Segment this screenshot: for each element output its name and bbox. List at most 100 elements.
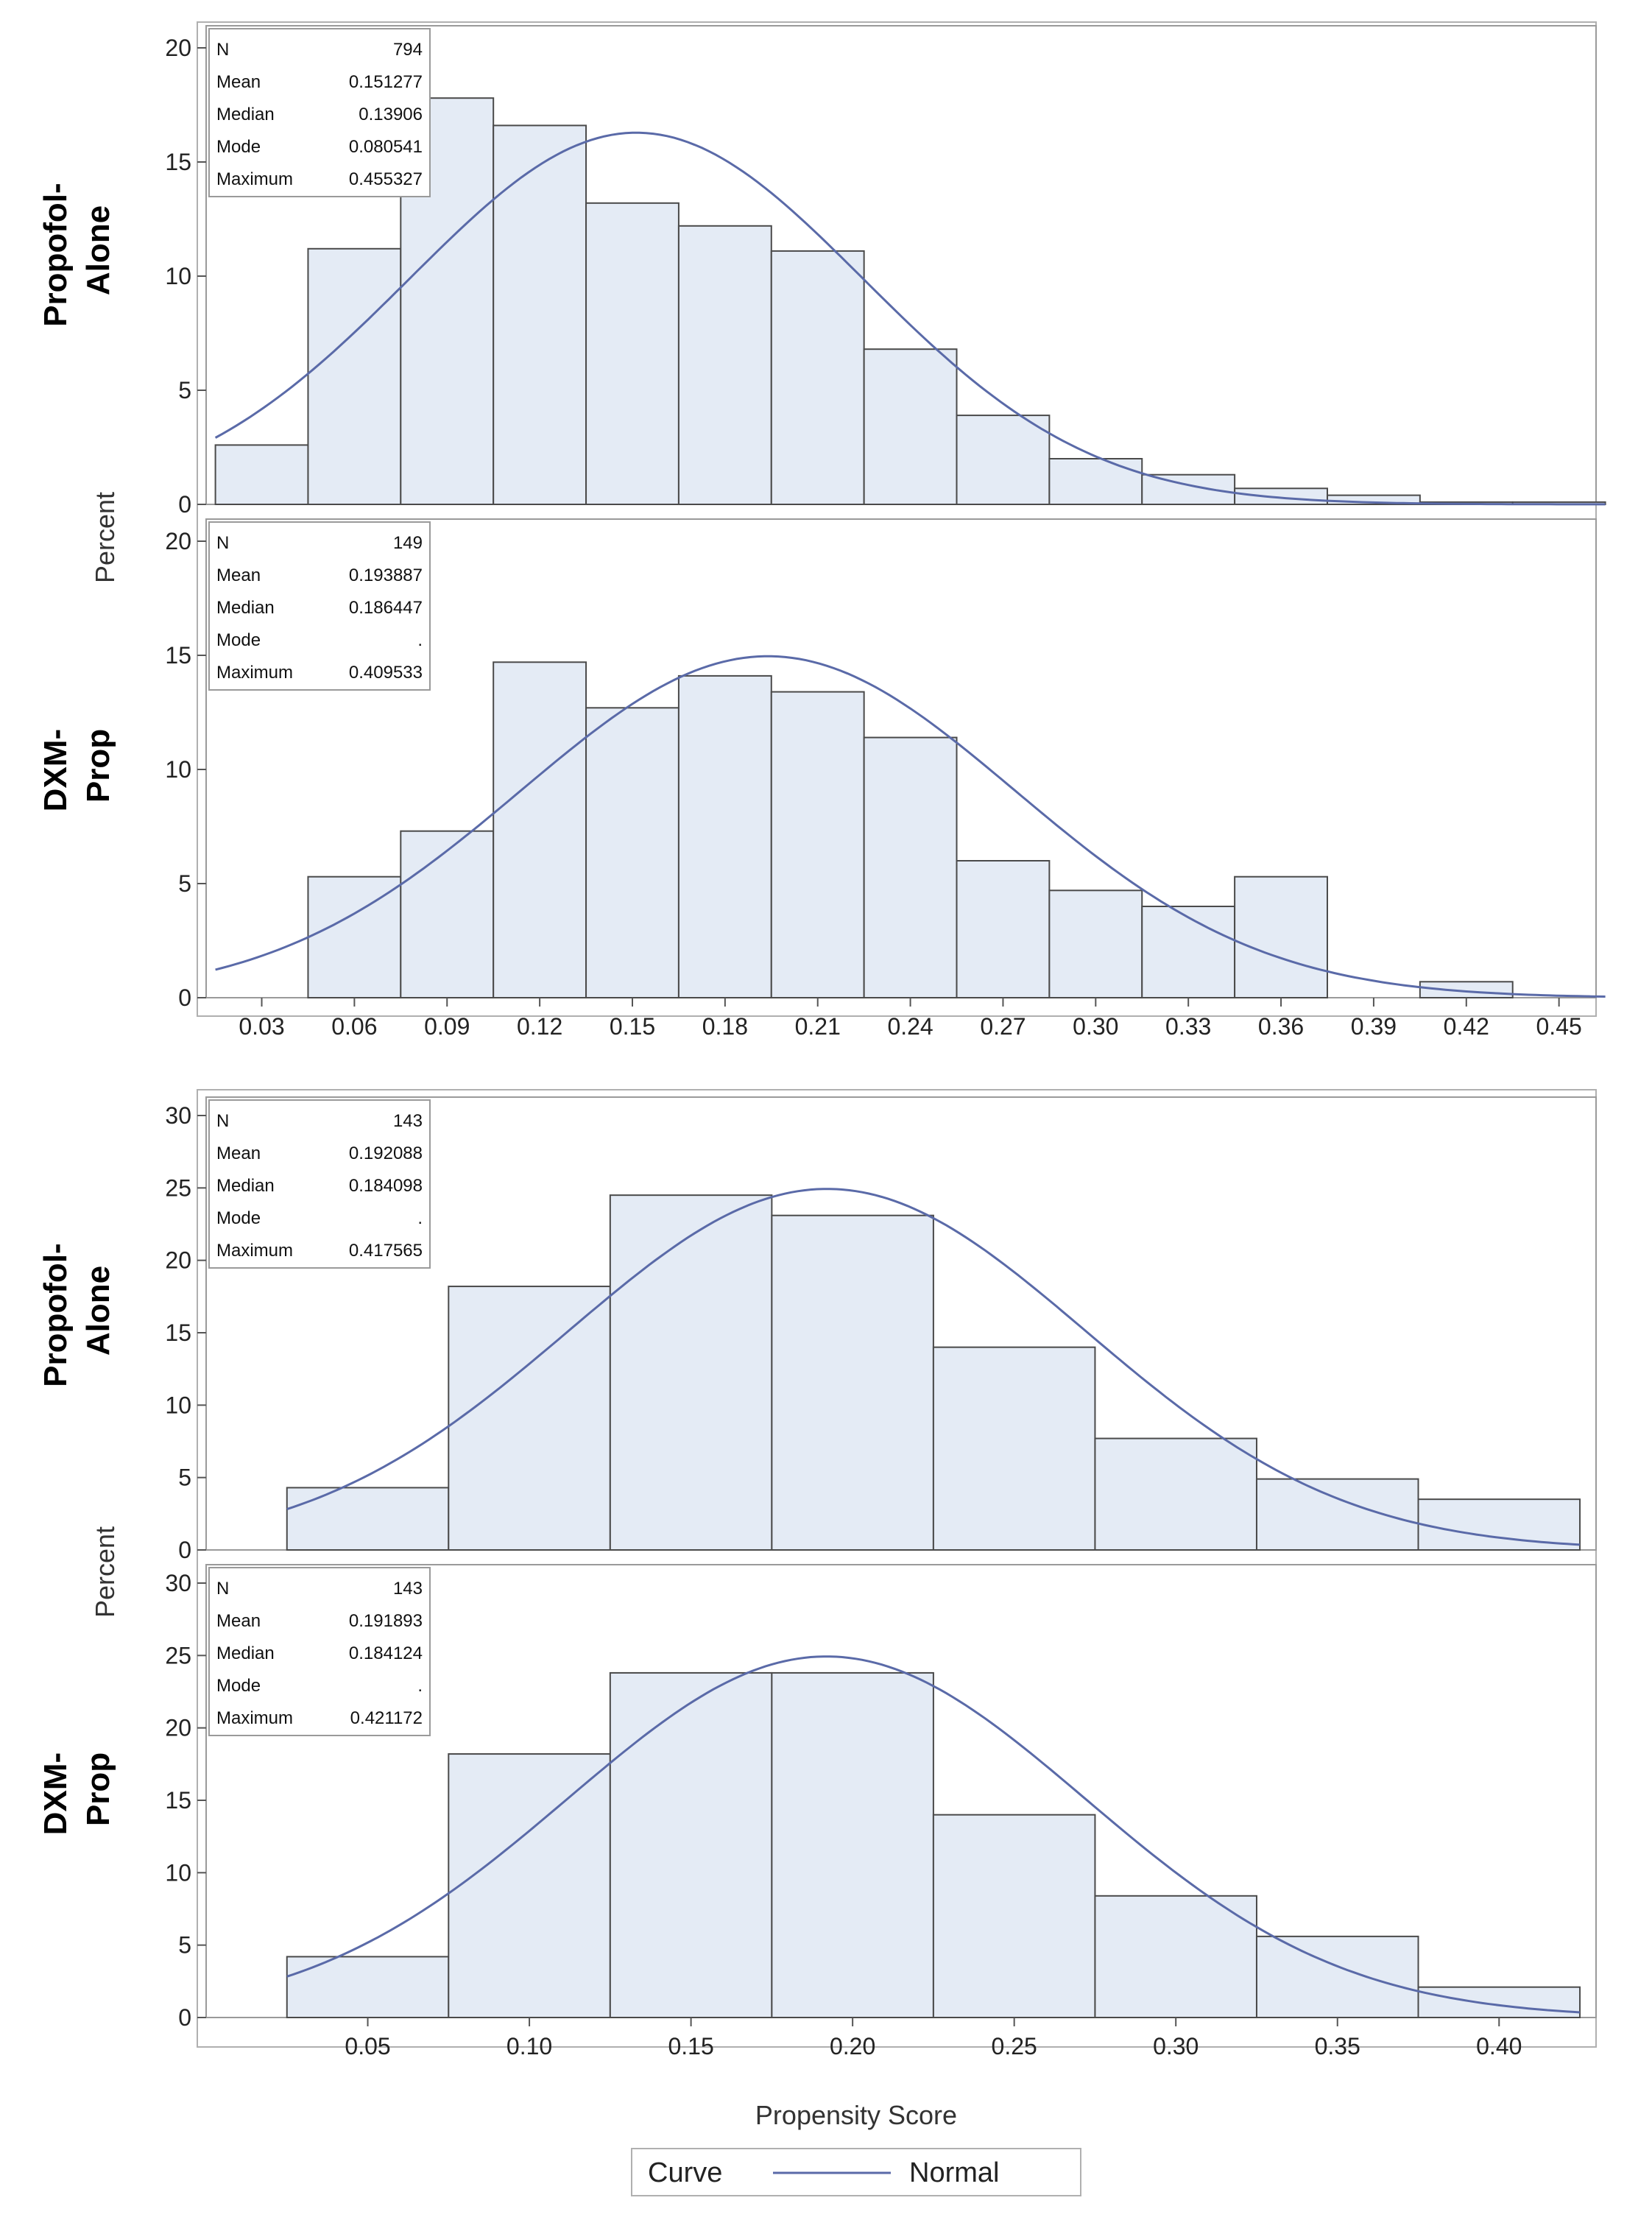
stats-label: Maximum (216, 1241, 293, 1261)
x-tick-label: 0.05 (345, 2033, 390, 2059)
stats-label: N (216, 1579, 229, 1599)
histogram-bar (770, 250, 865, 505)
y-tick-label: 15 (165, 1787, 191, 1814)
y-tick-label: 15 (165, 149, 191, 175)
histogram-bar (1255, 1935, 1419, 2019)
histogram-bar (1255, 1478, 1419, 1551)
stats-label: Mean (216, 565, 261, 585)
stats-label: Median (216, 1643, 275, 1663)
stats-value: 0.421172 (350, 1708, 423, 1728)
stats-value: . (417, 1676, 423, 1696)
stats-label: N (216, 533, 229, 553)
y-tick-label: 0 (178, 1537, 191, 1563)
x-axis-title: Propensity Score (755, 2100, 957, 2130)
stats-label: Maximum (216, 169, 293, 189)
stats-value: 143 (393, 1579, 423, 1599)
histogram-bar (448, 1286, 611, 1551)
stats-value: 0.184098 (349, 1176, 423, 1196)
stats-label: Mean (216, 72, 261, 92)
x-tick-label: 0.33 (1165, 1013, 1211, 1040)
x-tick-label: 0.15 (668, 2033, 713, 2059)
x-tick-label: 0.21 (795, 1013, 841, 1040)
y-tick-label: 15 (165, 1319, 191, 1346)
panel-4: 0 5 10 15 20 25 30 N 143 Mean 0.191893 Median 0.1841… (165, 1564, 1597, 2059)
stats-value: 0.193887 (349, 565, 423, 585)
stats-value: 794 (393, 40, 423, 60)
histogram-bar (609, 1194, 773, 1551)
stats-value: 0.13906 (359, 105, 423, 124)
stats-value: 0.151277 (349, 72, 423, 92)
y-tick-label: 15 (165, 642, 191, 669)
histogram-bar (1048, 889, 1143, 999)
stats-value: 0.192088 (349, 1144, 423, 1163)
chart-panels: 0 5 10 15 20 N 794 Mean 0.151277 Median 0.13906 Mod… (165, 25, 1606, 2059)
y-tick-label: 0 (178, 984, 191, 1011)
histogram-bar (1048, 458, 1143, 505)
legend: Curve Normal (631, 2148, 1081, 2196)
row-label-3-line-2: Alone (80, 1266, 116, 1356)
histogram-bar (771, 1671, 934, 2019)
y-axis-title-top: Percent (90, 492, 120, 583)
histogram-bar (1094, 1895, 1257, 2019)
y-tick-label: 5 (178, 377, 191, 404)
y-tick-label: 10 (165, 756, 191, 783)
x-tick-label: 0.35 (1315, 2033, 1360, 2059)
histogram-bar (286, 1487, 450, 1551)
histogram-bar (307, 247, 402, 505)
stats-label: Maximum (216, 663, 293, 683)
row-label-3-line-1: Propofol- (38, 1243, 74, 1387)
row-label-1-line-2: Alone (80, 205, 116, 295)
stats-value: 149 (393, 533, 423, 553)
x-tick-label: 0.20 (830, 2033, 875, 2059)
panel-3: 0 5 10 15 20 25 30 N 143 Mean 0.192088 Median 0.1840… (165, 1096, 1597, 1563)
stats-value: 0.455327 (349, 169, 423, 189)
stats-box (208, 28, 431, 197)
histogram-bar (956, 860, 1051, 998)
histogram-bar (1234, 487, 1328, 505)
x-tick-label: 0.10 (506, 2033, 552, 2059)
histogram-bar (493, 661, 587, 998)
y-tick-label: 5 (178, 1932, 191, 1959)
row-label-4-line-1: DXM- (38, 1752, 74, 1835)
stats-label: Mode (216, 1208, 261, 1228)
histogram-bar (286, 1956, 450, 2018)
histogram-bar (1417, 1498, 1581, 1551)
row-label-1-line-1: Propofol- (38, 183, 74, 327)
histogram-bar (1417, 1986, 1581, 2018)
histogram-bar (493, 124, 587, 505)
y-tick-label: 30 (165, 1102, 191, 1129)
stats-label: N (216, 1111, 229, 1131)
legend-title: Curve (648, 2157, 722, 2188)
normal-curve (286, 1655, 1581, 2014)
x-tick-label: 0.18 (702, 1013, 748, 1040)
stats-value: 0.184124 (349, 1643, 423, 1663)
stats-label: Mode (216, 630, 261, 650)
histogram-bar (448, 1753, 611, 2018)
y-tick-label: 20 (165, 528, 191, 554)
x-tick-label: 0.30 (1073, 1013, 1118, 1040)
stats-value: 0.186447 (349, 598, 423, 618)
histogram-bar (400, 830, 495, 998)
row-label-1: Propofol- Alone (38, 174, 116, 327)
stats-label: Mean (216, 1144, 261, 1163)
row-label-2-line-1: DXM- (38, 729, 74, 811)
x-tick-label: 0.12 (517, 1013, 562, 1040)
histogram-bar (956, 415, 1051, 505)
y-tick-label: 5 (178, 1465, 191, 1491)
histogram-bar (932, 1814, 1096, 2019)
stats-label: Median (216, 598, 275, 618)
histogram-bar (770, 691, 865, 998)
x-tick-label: 0.06 (331, 1013, 377, 1040)
y-tick-label: 25 (165, 1174, 191, 1201)
x-tick-label: 0.25 (992, 2033, 1037, 2059)
y-tick-label: 0 (178, 2004, 191, 2031)
histogram-bar (1141, 906, 1236, 998)
y-tick-label: 0 (178, 491, 191, 518)
panel-2: 0 5 10 15 20 N 149 Mean 0.193887 Median 0.186447 Mo… (165, 518, 1606, 1040)
histogram-bar (1141, 473, 1236, 506)
y-tick-label: 10 (165, 1392, 191, 1418)
stats-value: 0.409533 (349, 663, 423, 683)
histogram-bar (932, 1346, 1096, 1551)
row-label-4: DXM- Prop (38, 1744, 116, 1836)
stats-box (208, 1567, 431, 1736)
